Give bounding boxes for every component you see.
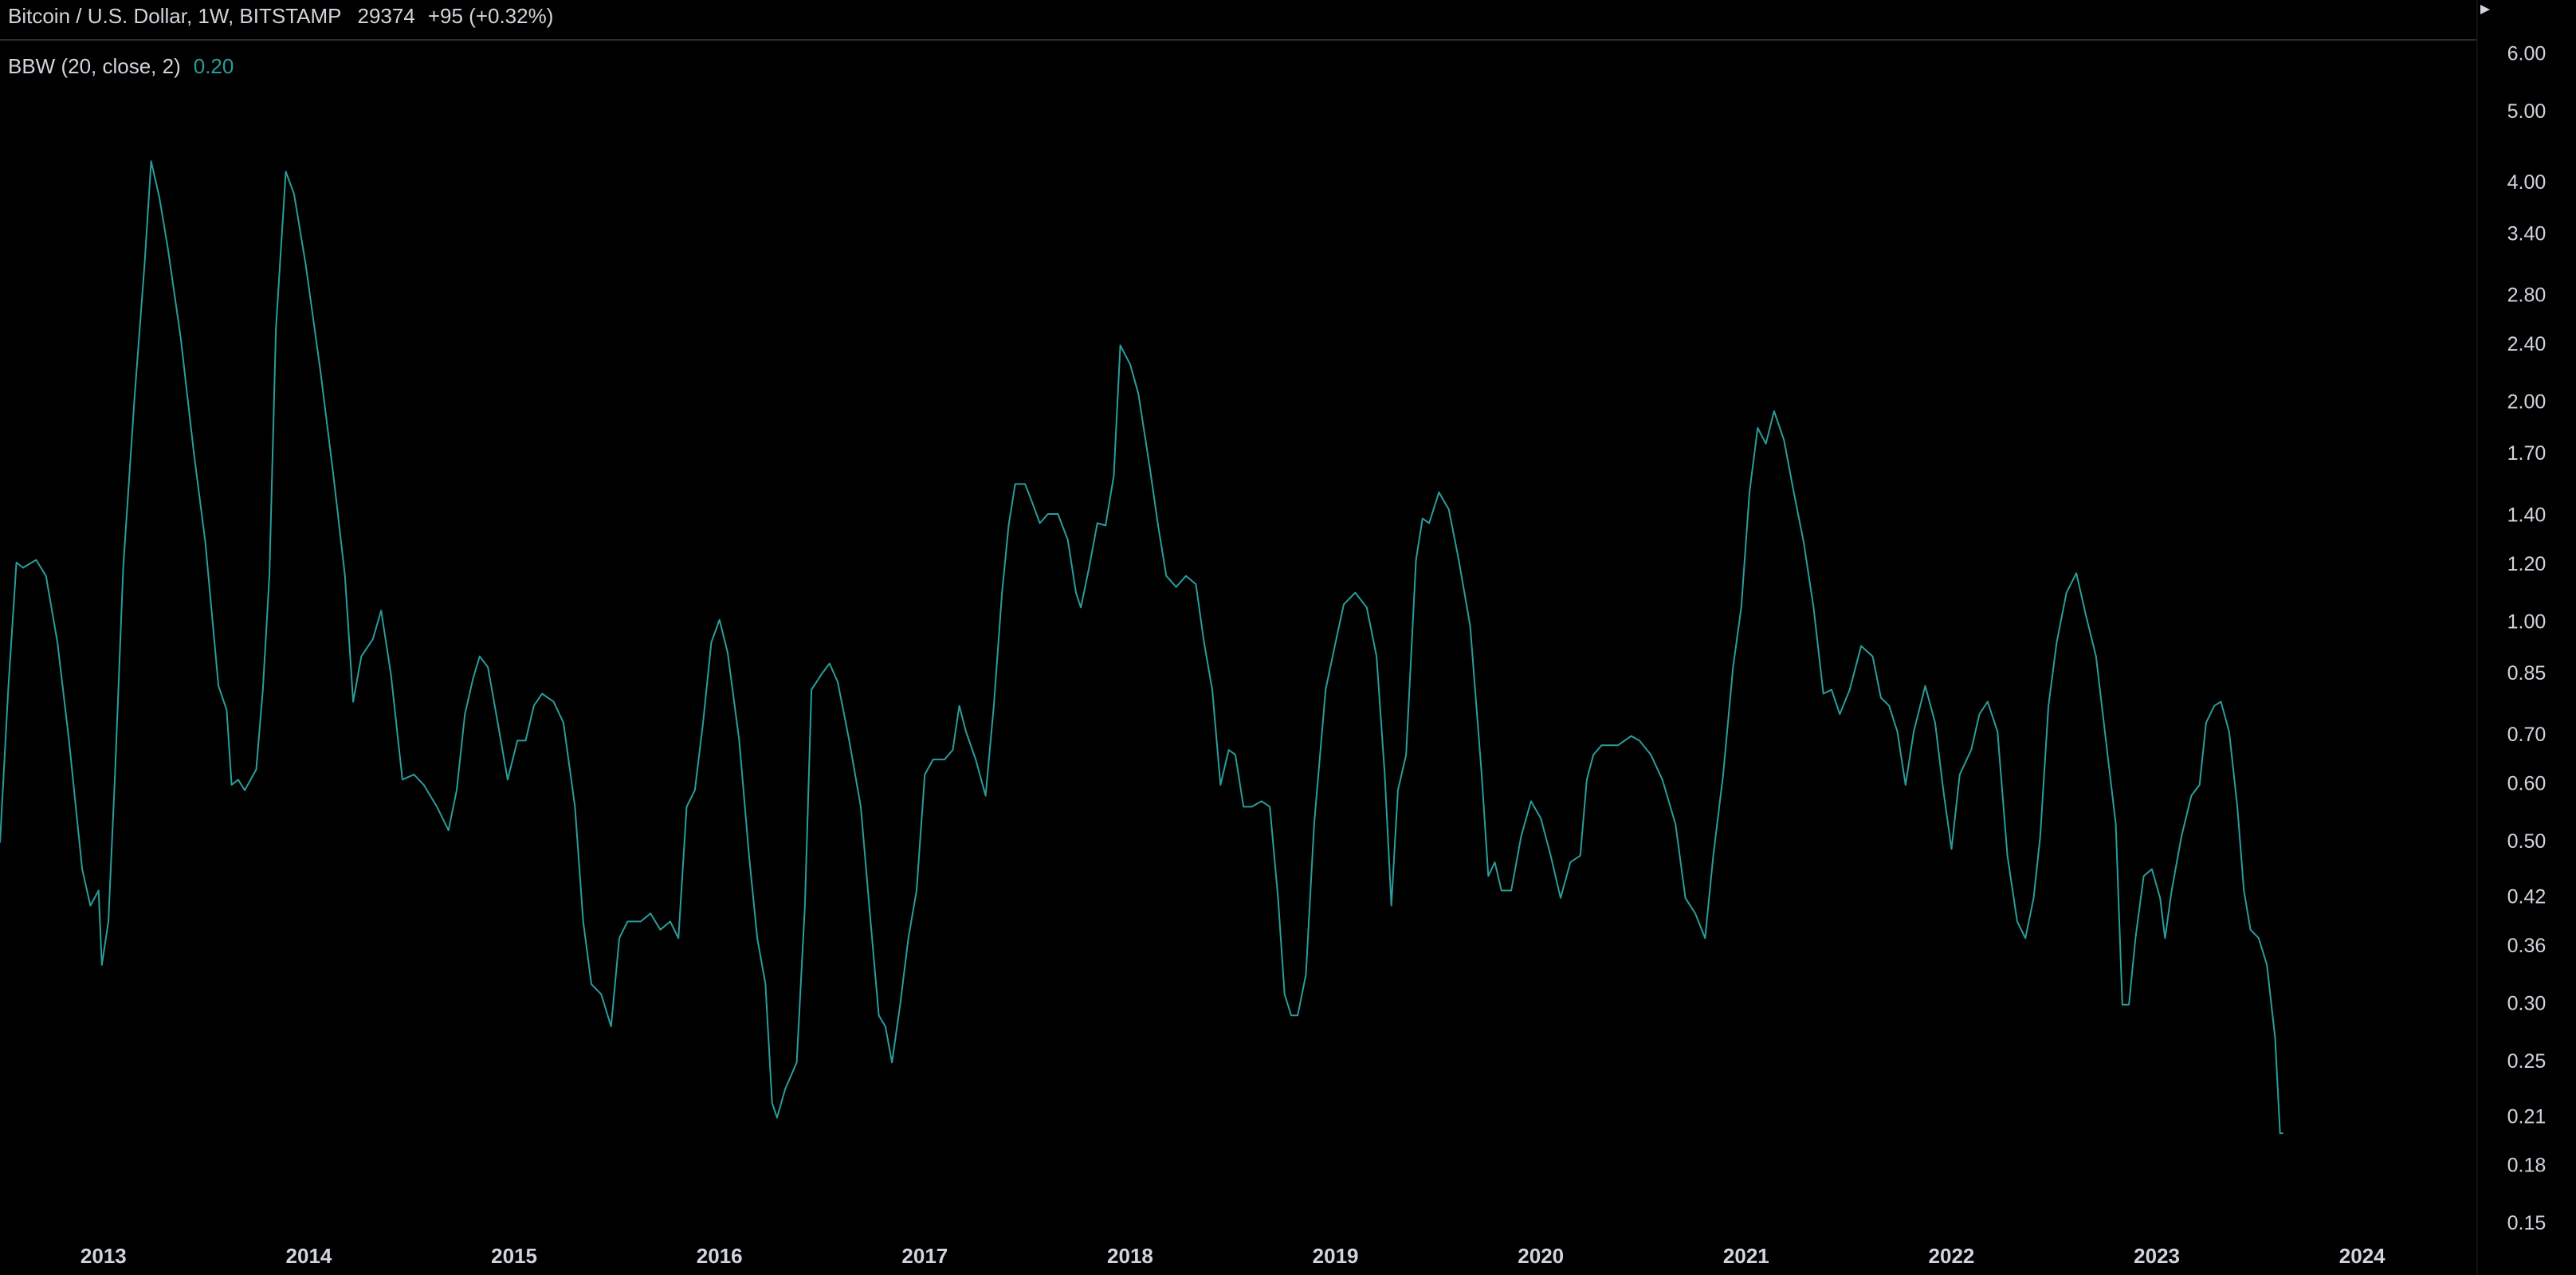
y-tick-label: 1.40 xyxy=(2507,504,2547,526)
y-tick-label: 6.00 xyxy=(2507,42,2547,65)
y-tick-label: 1.00 xyxy=(2507,610,2547,633)
x-tick-label: 2017 xyxy=(901,1244,948,1268)
x-tick-label: 2021 xyxy=(1723,1244,1769,1268)
indicator-value: 0.20 xyxy=(194,54,234,78)
y-tick-label: 0.50 xyxy=(2507,830,2547,853)
y-tick-label: 1.70 xyxy=(2507,442,2547,465)
last-price: 29374 xyxy=(358,4,415,28)
y-tick-label: 0.36 xyxy=(2507,935,2547,957)
y-tick-label: 2.00 xyxy=(2507,391,2547,414)
y-tick-label: 0.25 xyxy=(2507,1050,2547,1073)
y-tick-label: 0.85 xyxy=(2507,662,2547,685)
y-tick-label: 1.20 xyxy=(2507,553,2547,575)
y-tick-label: 3.40 xyxy=(2507,222,2547,245)
y-tick-label: 4.00 xyxy=(2507,171,2547,194)
y-tick-label: 0.60 xyxy=(2507,773,2547,795)
x-tick-label: 2018 xyxy=(1107,1244,1153,1268)
x-tick-label: 2024 xyxy=(2339,1244,2386,1268)
y-tick-label: 0.30 xyxy=(2507,992,2547,1014)
x-tick-label: 2016 xyxy=(697,1244,743,1268)
x-tick-label: 2015 xyxy=(491,1244,537,1268)
y-tick-label: 5.00 xyxy=(2507,100,2547,123)
price-change: +95 (+0.32%) xyxy=(428,4,554,28)
x-tick-label: 2014 xyxy=(286,1244,332,1268)
symbol-title: Bitcoin / U.S. Dollar, 1W, BITSTAMP xyxy=(8,4,342,28)
symbol-header: Bitcoin / U.S. Dollar, 1W, BITSTAMP 29374… xyxy=(8,4,553,28)
indicator-legend[interactable]: BBW (20, close, 2) 0.20 xyxy=(8,54,234,78)
x-tick-label: 2020 xyxy=(1518,1244,1564,1268)
y-tick-label: 0.15 xyxy=(2507,1212,2547,1234)
scroll-arrow[interactable] xyxy=(2480,5,2490,14)
y-tick-label: 0.42 xyxy=(2507,885,2547,908)
x-tick-label: 2019 xyxy=(1313,1244,1359,1268)
x-tick-label: 2022 xyxy=(1929,1244,1975,1268)
y-tick-label: 2.40 xyxy=(2507,333,2547,355)
y-tick-label: 0.21 xyxy=(2507,1105,2547,1128)
x-tick-label: 2023 xyxy=(2134,1244,2180,1268)
y-tick-label: 2.80 xyxy=(2507,284,2547,307)
indicator-name: BBW (20, close, 2) xyxy=(8,54,181,78)
indicator-line xyxy=(0,160,2283,1135)
y-tick-label: 0.18 xyxy=(2507,1155,2547,1177)
y-tick-label: 0.70 xyxy=(2507,724,2547,746)
x-tick-label: 2013 xyxy=(80,1244,127,1268)
